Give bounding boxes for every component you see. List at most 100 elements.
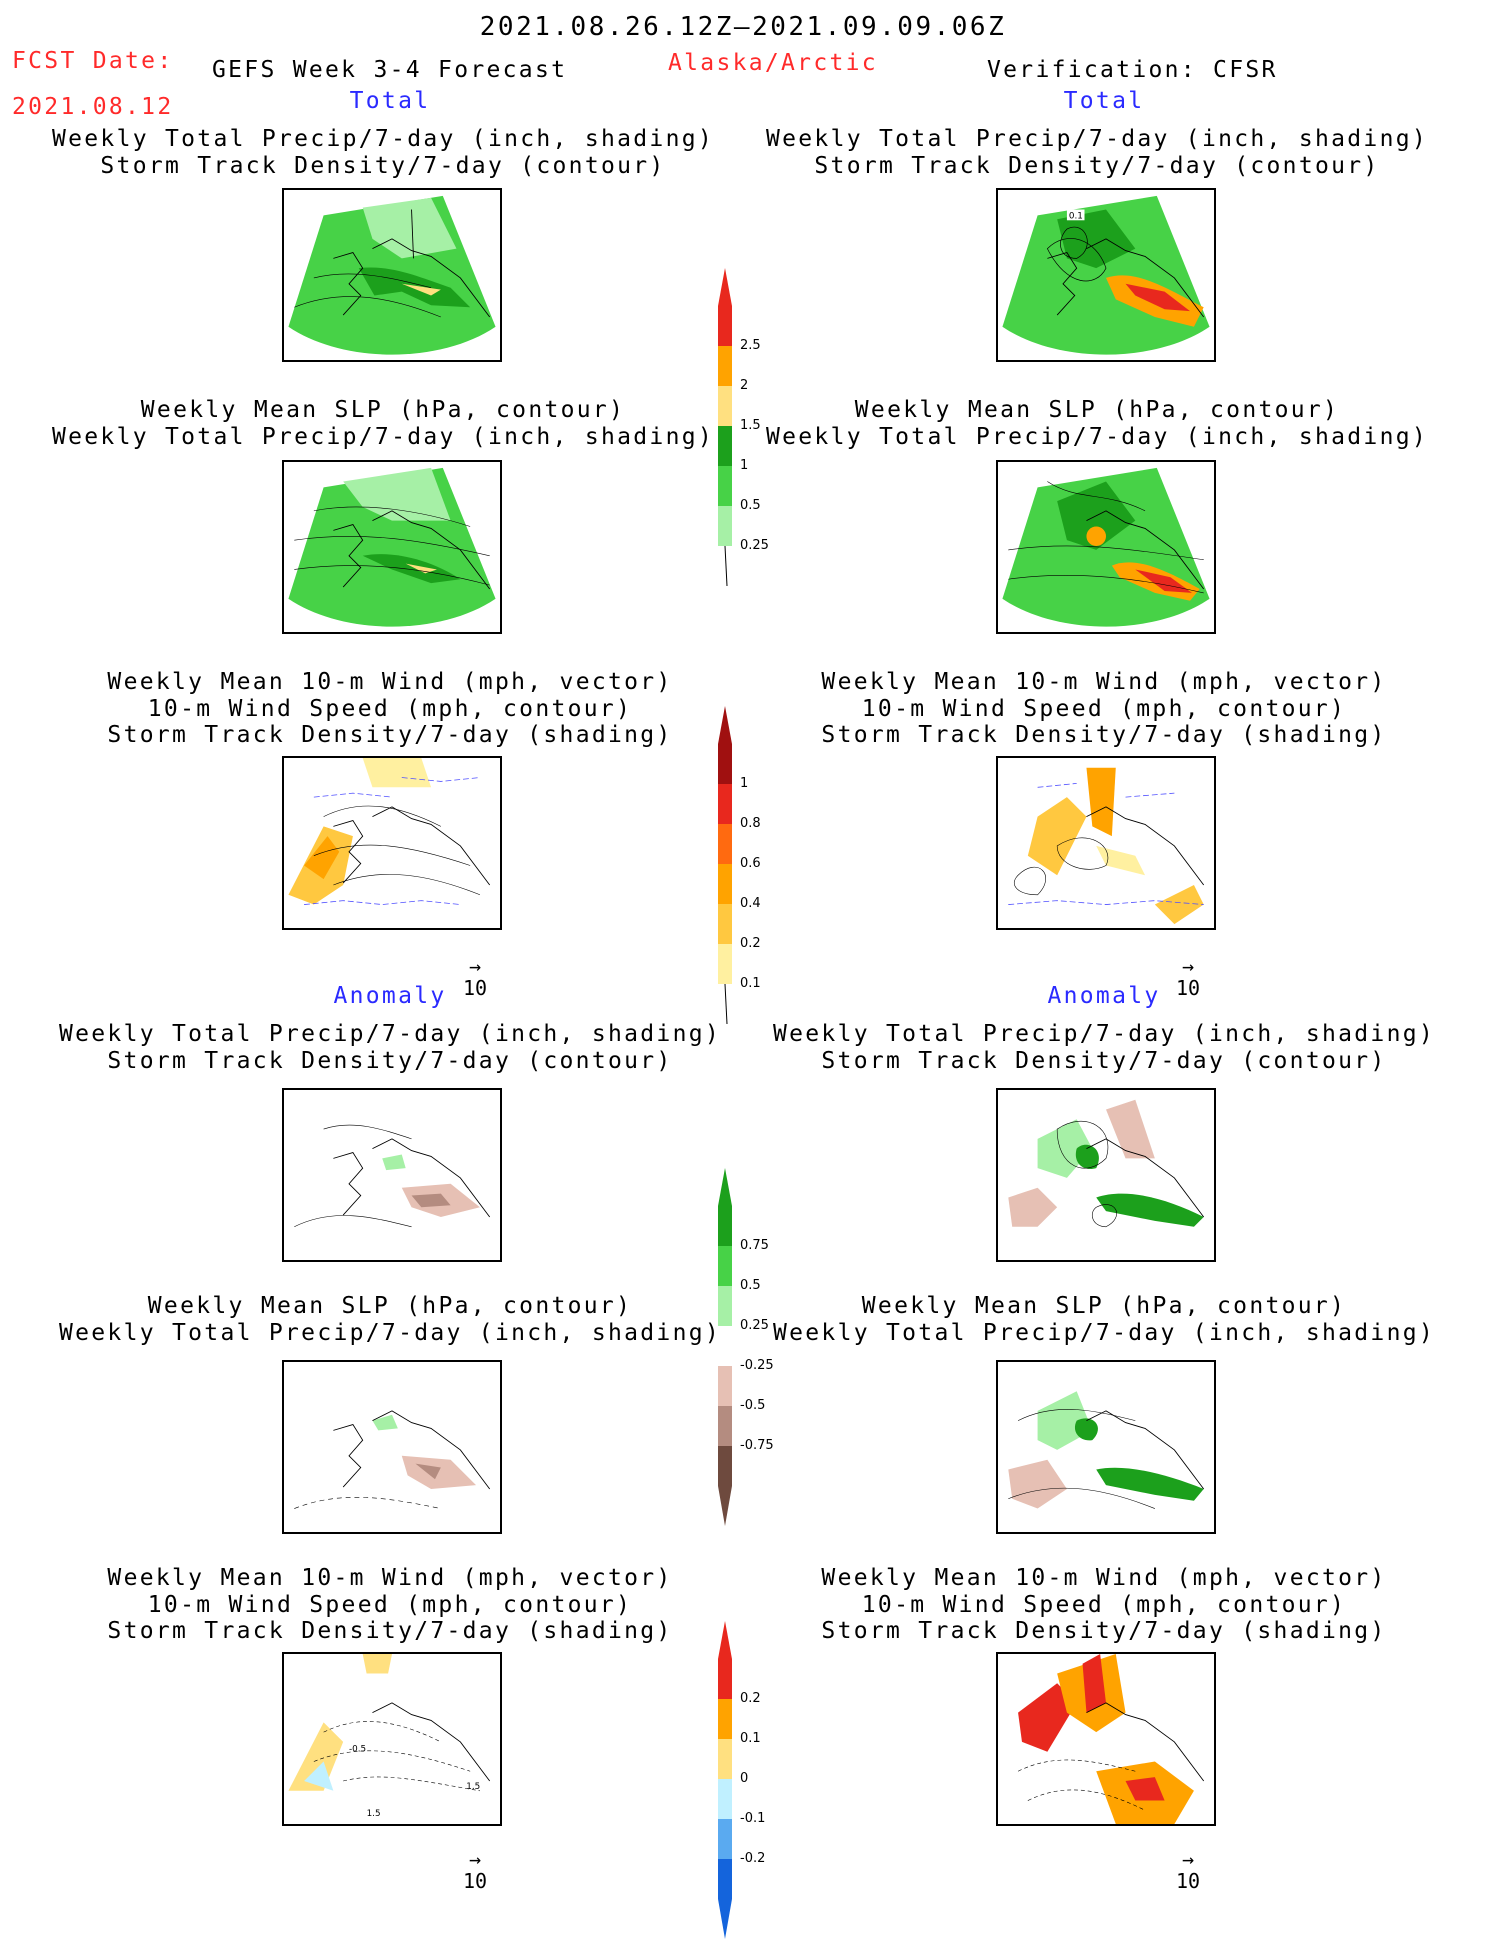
map-anom-slp-observed xyxy=(996,1360,1216,1534)
map-total-slp-forecast xyxy=(282,460,502,634)
colorbar-swatches xyxy=(718,706,732,1025)
title-anom-wind-right: Weekly Mean 10-m Wind (mph, vector) 10-m … xyxy=(821,1565,1387,1644)
vector-arrow-icon: → xyxy=(469,1847,482,1871)
colorbar-tick-label: 0.5 xyxy=(740,498,761,513)
vector-arrow-icon: → xyxy=(1182,954,1195,978)
title-total-precip-left: Weekly Total Precip/7-day (inch, shading… xyxy=(51,126,715,179)
colorbar-tick-label: 1.5 xyxy=(740,418,761,433)
colorbar-segment xyxy=(718,1859,732,1899)
colorbar-segment xyxy=(718,1286,732,1326)
colorbar-segment xyxy=(718,1246,732,1286)
section-right-total: Total xyxy=(1063,88,1145,114)
colorbar-cap-bottom xyxy=(724,983,728,1025)
colorbar-tick-label: 0 xyxy=(740,1771,749,1786)
colorbar-segment xyxy=(718,306,732,346)
colorbar-segment xyxy=(718,784,732,824)
colorbar-segment xyxy=(718,1366,732,1406)
colorbar-tick-label: 0.6 xyxy=(740,856,761,871)
colorbar-segment xyxy=(718,1739,732,1779)
title-anom-precip-right: Weekly Total Precip/7-day (inch, shading… xyxy=(772,1021,1436,1074)
model-title: GEFS Week 3-4 Forecast xyxy=(212,57,568,83)
title-total-precip-right: Weekly Total Precip/7-day (inch, shading… xyxy=(765,126,1429,179)
colorbar-segment xyxy=(718,1326,732,1366)
colorbar-cap-bottom xyxy=(718,1899,732,1939)
colorbar-segment xyxy=(718,346,732,386)
colorbar-cap-top xyxy=(718,1168,732,1206)
title-anom-slp-right: Weekly Mean SLP (hPa, contour) Weekly Tot… xyxy=(772,1293,1436,1346)
colorbar-tick-label: 2.5 xyxy=(740,338,761,353)
contour-label: 1.5 xyxy=(367,1809,381,1819)
section-left-total: Total xyxy=(349,88,431,114)
colorbar-segment xyxy=(718,386,732,426)
colorbar-tick-label: 0.2 xyxy=(740,1691,761,1706)
vector-scale-r3-left: → 10 xyxy=(463,954,488,1000)
colorbar-tick-label: 0.75 xyxy=(740,1238,769,1253)
colorbar-swatches xyxy=(718,1168,732,1526)
title-anom-wind-left: Weekly Mean 10-m Wind (mph, vector) 10-m … xyxy=(107,1565,673,1644)
colorbar-tick-label: 0.2 xyxy=(740,936,761,951)
colorbar-tick-label: 0.4 xyxy=(740,896,761,911)
colorbar-segment xyxy=(718,1699,732,1739)
colorbar-tick-label: -0.25 xyxy=(740,1358,774,1373)
map-anom-slp-forecast xyxy=(282,1360,502,1534)
map-anom-precip-forecast xyxy=(282,1088,502,1262)
colorbar-tick-label: 0.5 xyxy=(740,1278,761,1293)
title-total-slp-left: Weekly Mean SLP (hPa, contour) Weekly Tot… xyxy=(51,397,715,450)
date-range: 2021.08.26.12Z–2021.09.09.06Z xyxy=(479,12,1007,42)
section-left-anomaly: Anomaly xyxy=(333,983,447,1009)
vector-arrow-icon: → xyxy=(1182,1847,1195,1871)
colorbar-cap-bottom xyxy=(724,545,728,587)
map-anom-precip-observed xyxy=(996,1088,1216,1262)
map-total-wind-forecast xyxy=(282,756,502,930)
colorbar-tick-label: 0.25 xyxy=(740,1318,769,1333)
colorbar-segment xyxy=(718,744,732,784)
colorbar-segment xyxy=(718,944,732,984)
verification-title: Verification: CFSR xyxy=(987,57,1278,83)
title-total-wind-left: Weekly Mean 10-m Wind (mph, vector) 10-m … xyxy=(107,669,673,748)
colorbar-segment xyxy=(718,1406,732,1446)
colorbar-cap-bottom xyxy=(718,1486,732,1526)
vector-scale-r6-right: → 10 xyxy=(1176,1847,1201,1893)
colorbar-segment xyxy=(718,824,732,864)
colorbar-tick-label: -0.1 xyxy=(740,1811,766,1826)
colorbar-swatches xyxy=(718,268,732,587)
vector-arrow-icon: → xyxy=(469,954,482,978)
colorbar-segment xyxy=(718,506,732,546)
colorbar-cap-top xyxy=(718,1621,732,1659)
vector-scale-r6-left: → 10 xyxy=(463,1847,488,1893)
fcst-date-value: 2021.08.12 xyxy=(12,94,174,120)
title-total-slp-right: Weekly Mean SLP (hPa, contour) Weekly Tot… xyxy=(765,397,1429,450)
colorbar-segment xyxy=(718,426,732,466)
colorbar-segment xyxy=(718,1446,732,1486)
colorbar-tick-label: -0.75 xyxy=(740,1438,774,1453)
colorbar-tick-label: 0.1 xyxy=(740,1731,761,1746)
title-anom-slp-left: Weekly Mean SLP (hPa, contour) Weekly Tot… xyxy=(58,1293,722,1346)
colorbar-segment xyxy=(718,1779,732,1819)
map-total-precip-forecast xyxy=(282,188,502,362)
map-total-wind-observed xyxy=(996,756,1216,930)
contour-label: -0.5 xyxy=(349,1745,366,1755)
map-total-slp-observed xyxy=(996,460,1216,634)
colorbar-tick-label: 2 xyxy=(740,378,749,393)
section-right-anomaly: Anomaly xyxy=(1047,983,1161,1009)
colorbar-tick-label: -0.2 xyxy=(740,1851,766,1866)
colorbar-cap-top xyxy=(718,268,732,306)
region-title: Alaska/Arctic xyxy=(668,50,878,76)
fcst-date-label: FCST Date: xyxy=(12,48,174,74)
map-anom-wind-observed xyxy=(996,1652,1216,1826)
colorbar-tick-label: -0.5 xyxy=(740,1398,766,1413)
colorbar-tick-label: 0.25 xyxy=(740,538,769,553)
map-anom-wind-forecast: -0.5 1.5 1.5 xyxy=(282,1652,502,1826)
vector-scale-r3-right: → 10 xyxy=(1176,954,1201,1000)
contour-label: 1.5 xyxy=(466,1782,480,1792)
contour-label: 0.1 xyxy=(1069,211,1083,221)
title-anom-precip-left: Weekly Total Precip/7-day (inch, shading… xyxy=(58,1021,722,1074)
colorbar-segment xyxy=(718,466,732,506)
colorbar-tick-label: 1 xyxy=(740,776,749,791)
colorbar-segment xyxy=(718,904,732,944)
colorbar-segment xyxy=(718,1819,732,1859)
colorbar-segment xyxy=(718,864,732,904)
colorbar-swatches xyxy=(718,1621,732,1939)
map-total-precip-observed: 0.1 xyxy=(996,188,1216,362)
title-total-wind-right: Weekly Mean 10-m Wind (mph, vector) 10-m … xyxy=(821,669,1387,748)
